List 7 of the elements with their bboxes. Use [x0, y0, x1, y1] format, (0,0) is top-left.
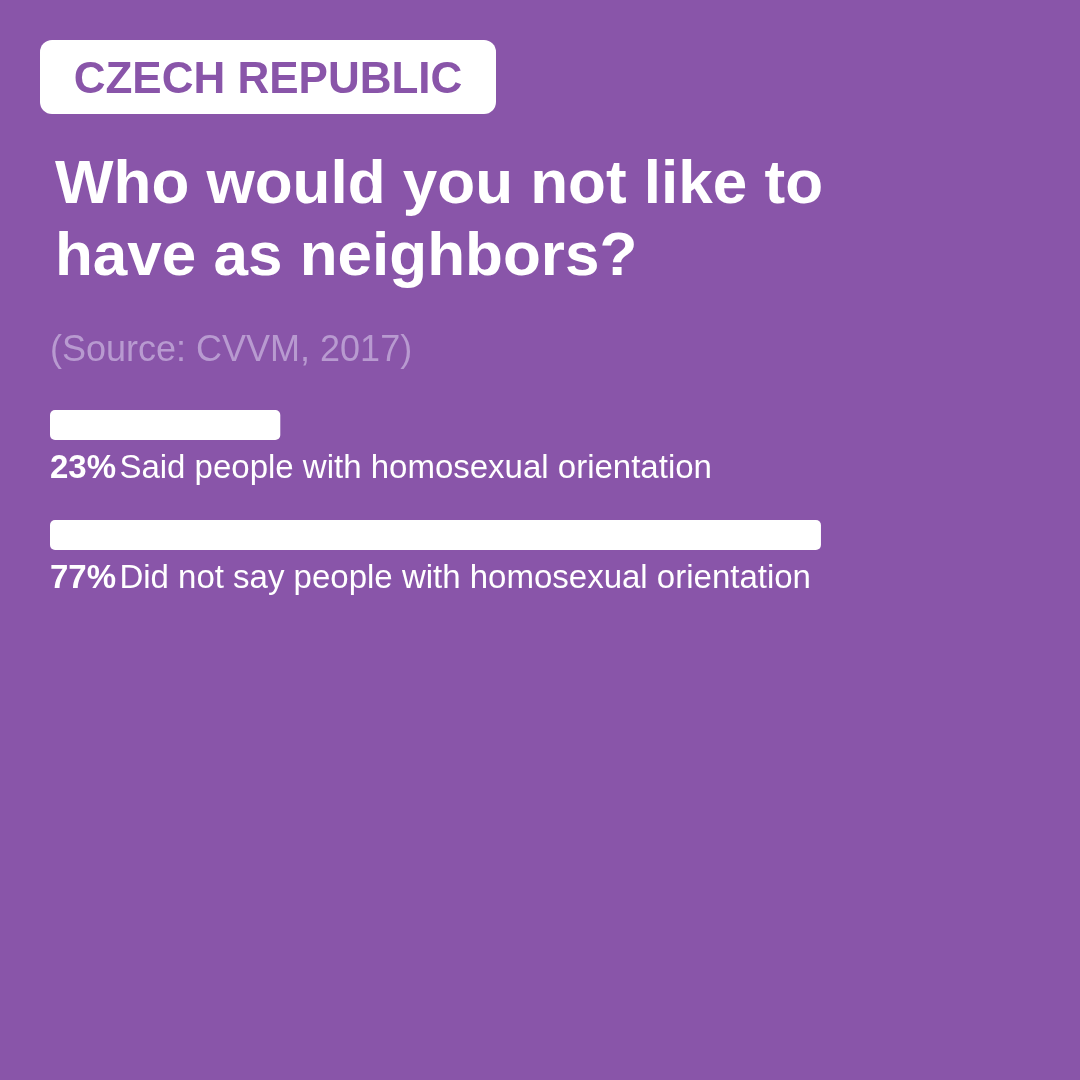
data-label: 23% — [50, 448, 117, 485]
text: (Source: CVVM, 2017) — [50, 327, 413, 369]
data-label: 77% — [50, 558, 117, 595]
y-tick-label: Said people with homosexual orientation — [119, 448, 712, 485]
chart-title: Who would you not like to have as neighbors? — [55, 146, 841, 288]
chart-subtitle: CZECH REPUBLIC — [73, 52, 463, 102]
y-tick-label: Did not say people with homosexual orientation — [119, 558, 811, 595]
